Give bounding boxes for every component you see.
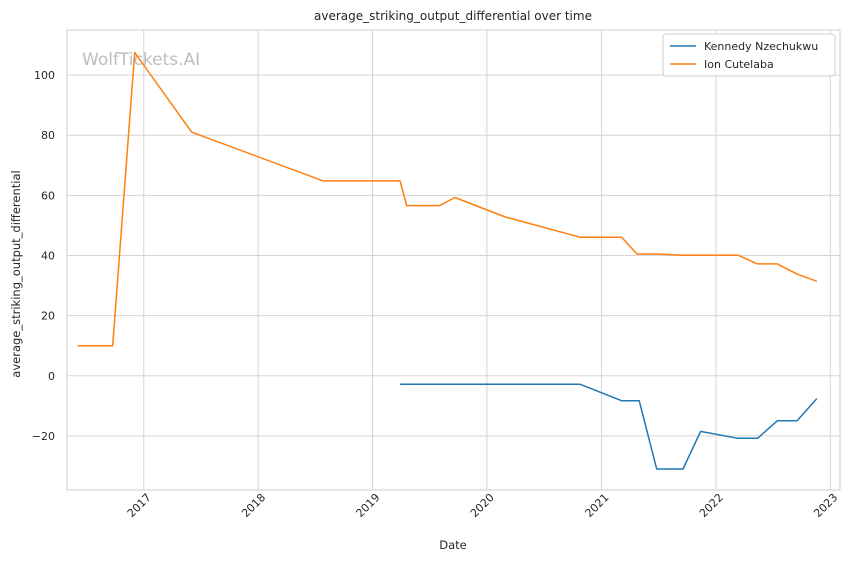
x-axis-label: Date: [439, 538, 467, 552]
x-tick-labels: 2017 2018 2019 2020 2021 2022 2023: [125, 491, 841, 520]
series-line-ion-cutelaba: [77, 51, 818, 347]
y-tick-label: 80: [41, 129, 55, 142]
x-tick-label: 2019: [354, 491, 383, 520]
plot-area: [66, 29, 841, 491]
legend: Kennedy Nzechukwu Ion Cutelaba: [662, 33, 836, 77]
series-line-kennedy-nzechukwu: [400, 383, 818, 470]
x-tick-label: 2021: [583, 491, 612, 520]
y-tick-label: 0: [48, 370, 55, 383]
legend-box: [662, 33, 836, 77]
y-tick-label: 40: [41, 249, 55, 262]
y-tick-labels: −20 0 20 40 60 80 100: [32, 69, 55, 443]
series-lines: [77, 51, 818, 470]
y-tick-label: 100: [34, 69, 55, 82]
grid: [67, 30, 840, 490]
watermark: WolfTickets.AI: [82, 50, 200, 70]
legend-label: Ion Cutelaba: [704, 58, 774, 71]
y-axis-label: average_striking_output_differential: [9, 170, 23, 377]
y-tick-label: 60: [41, 189, 55, 202]
chart-title: average_striking_output_differential ove…: [314, 9, 592, 23]
x-tick-label: 2023: [811, 491, 840, 520]
legend-label: Kennedy Nzechukwu: [704, 40, 818, 53]
x-tick-label: 2022: [697, 491, 726, 520]
x-tick-label: 2018: [239, 491, 268, 520]
y-tick-label: 20: [41, 310, 55, 323]
x-tick-label: 2017: [125, 491, 154, 520]
x-tick-label: 2020: [468, 491, 497, 520]
y-tick-label: −20: [32, 430, 55, 443]
